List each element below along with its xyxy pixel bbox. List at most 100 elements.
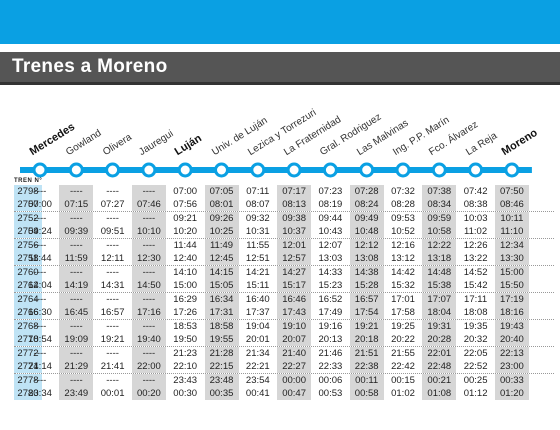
- time-cell: 15:50: [494, 279, 529, 292]
- time-cell: ----: [131, 347, 166, 360]
- train-number: 2750: [14, 198, 42, 211]
- time-cell: 20:28: [422, 333, 457, 346]
- time-cell: 22:15: [204, 360, 239, 373]
- time-cell: 14:52: [463, 267, 488, 278]
- row-separator: [14, 346, 554, 347]
- time-cell: 20:32: [463, 334, 488, 345]
- time-cell: 16:46: [277, 293, 312, 306]
- time-cell: 14:42: [391, 267, 415, 278]
- time-cell: 09:38: [277, 212, 312, 225]
- station-dot: [431, 162, 447, 178]
- time-cell: 00:11: [349, 374, 384, 387]
- time-cell: 10:10: [131, 225, 166, 238]
- train-number: 2754: [14, 225, 42, 238]
- time-cell: 07:56: [173, 199, 198, 210]
- time-cell: 23:00: [494, 360, 529, 373]
- time-cell: 00:47: [277, 387, 312, 400]
- station-dot: [177, 162, 193, 178]
- time-cell: 14:21: [245, 267, 270, 278]
- time-cell: ----: [131, 185, 166, 198]
- time-cell: ----: [59, 185, 94, 198]
- time-cell: 19:31: [422, 320, 457, 333]
- table-row: 2764 ---- ---- ---- ---- 16:29 16:34 16:40 16:46…: [14, 293, 554, 306]
- time-cell: 19:10: [277, 320, 312, 333]
- time-cell: 18:53: [173, 321, 198, 332]
- time-cell: 23:49: [59, 387, 94, 400]
- time-cell: 10:37: [277, 225, 312, 238]
- station-line: Mercedes Gowland Olivera Jauregui Luján Univ.…: [0, 85, 560, 185]
- time-cell: ----: [131, 239, 166, 252]
- time-cell: 17:58: [391, 307, 415, 318]
- table-row: 2798 ---- ---- ---- ---- 07:00 07:05 07:11 07:17…: [14, 185, 554, 198]
- station-dot: [68, 162, 84, 178]
- time-cell: 23:54: [245, 375, 270, 386]
- table-row: 2772 ---- ---- ---- ---- 21:23 21:28 21:34 21:40…: [14, 347, 554, 360]
- time-cell: 14:27: [277, 266, 312, 279]
- time-cell: 10:03: [463, 213, 488, 224]
- time-cell: 17:01: [391, 294, 415, 305]
- time-cell: 00:00: [277, 374, 312, 387]
- table-row: 2780 23:34 23:49 00:01 00:20 00:30 00:35 00:41 0…: [14, 387, 554, 400]
- time-cell: 22:10: [173, 361, 198, 372]
- time-cell: 10:20: [173, 226, 198, 237]
- table-row: 2758 11:44 11:59 12:11 12:30 12:40 12:45 12:51 1…: [14, 252, 554, 265]
- time-cell: 12:30: [131, 252, 166, 265]
- time-cell: 12:12: [349, 239, 384, 252]
- row-separator: [14, 211, 554, 212]
- table-row: 2768 ---- ---- ---- ---- 18:53 18:58 19:04 19:10…: [14, 320, 554, 333]
- time-cell: 15:38: [422, 279, 457, 292]
- station-dot: [322, 162, 338, 178]
- time-cell: 19:21: [349, 320, 384, 333]
- top-accent-bar: [0, 0, 560, 44]
- time-cell: ----: [131, 293, 166, 306]
- time-cell: 07:23: [318, 186, 343, 197]
- time-cell: 15:32: [391, 280, 415, 291]
- time-cell: 20:01: [245, 334, 270, 345]
- time-cell: 20:18: [349, 333, 384, 346]
- time-cell: 12:26: [463, 240, 488, 251]
- time-cell: 18:54: [28, 334, 52, 345]
- time-cell: 01:02: [391, 388, 415, 399]
- title-bar: Trenes a Moreno: [0, 52, 560, 82]
- time-cell: 17:16: [131, 306, 166, 319]
- train-number: 2780: [14, 387, 42, 400]
- time-cell: 07:15: [59, 198, 94, 211]
- station-dot: [286, 162, 302, 178]
- time-cell: ----: [33, 375, 47, 386]
- train-number: 2774: [14, 360, 42, 373]
- time-cell: 08:07: [245, 199, 270, 210]
- time-cell: ----: [106, 321, 119, 332]
- time-cell: 07:42: [463, 186, 488, 197]
- time-cell: 10:58: [422, 225, 457, 238]
- time-cell: 22:01: [422, 347, 457, 360]
- time-cell: 11:10: [494, 225, 529, 238]
- time-cell: ----: [33, 294, 47, 305]
- time-cell: 13:22: [463, 253, 488, 264]
- time-cell: 07:11: [246, 186, 270, 197]
- table-row: 2756 ---- ---- ---- ---- 11:44 11:49 11:55 12:01…: [14, 239, 554, 252]
- time-cell: 18:08: [463, 307, 488, 318]
- time-cell: 09:32: [245, 213, 270, 224]
- time-cell: 20:13: [318, 334, 343, 345]
- time-cell: 13:12: [391, 253, 415, 264]
- time-cell: 08:13: [277, 198, 312, 211]
- train-number: 2768: [14, 320, 42, 333]
- time-cell: 01:08: [422, 387, 457, 400]
- time-cell: 00:20: [131, 387, 166, 400]
- time-cell: 10:31: [245, 226, 270, 237]
- time-cell: 15:23: [318, 280, 343, 291]
- time-cell: 16:57: [349, 293, 384, 306]
- time-cell: 00:53: [318, 388, 343, 399]
- time-cell: 14:04: [28, 280, 52, 291]
- time-cell: 21:41: [100, 361, 125, 372]
- row-separator: [14, 319, 554, 320]
- time-cell: 15:28: [349, 279, 384, 292]
- time-cell: 07:00: [173, 186, 198, 197]
- time-cell: 14:19: [59, 279, 94, 292]
- time-cell: ----: [33, 348, 47, 359]
- time-cell: 12:34: [494, 239, 529, 252]
- time-cell: 21:14: [28, 361, 52, 372]
- time-cell: 21:46: [318, 348, 343, 359]
- time-cell: 22:21: [245, 361, 270, 372]
- time-cell: 12:07: [318, 240, 343, 251]
